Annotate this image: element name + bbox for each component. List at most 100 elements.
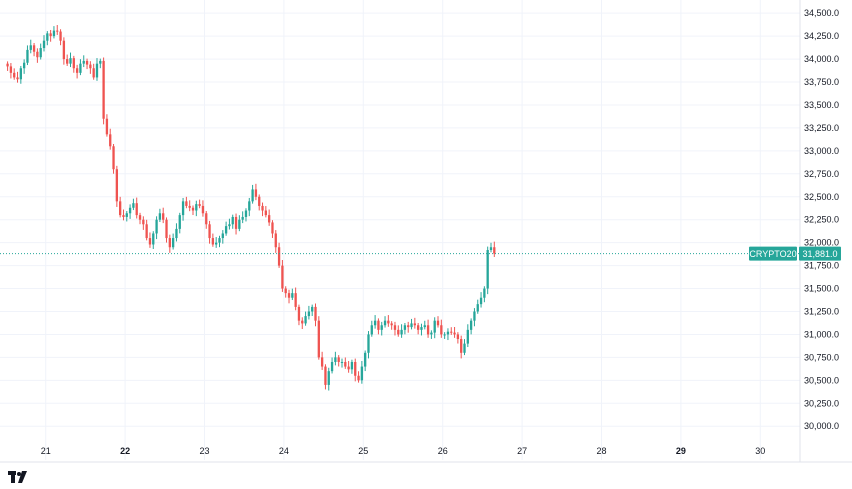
candle [39,43,42,60]
candle-body [254,189,258,197]
candle [463,339,466,356]
tradingview-logo[interactable] [8,470,30,486]
candle-body [493,247,496,254]
y-tick-label: 30,000.0 [804,421,839,431]
candle-body [135,203,138,216]
candle-body [443,334,446,336]
candle [26,45,29,66]
candle [370,320,373,337]
candle-body [383,320,387,326]
candle [112,143,115,174]
candle [446,328,450,341]
candle-body [317,320,320,358]
candle-body [148,238,152,245]
candle-body [387,320,390,324]
y-tick-label: 34,000.0 [804,54,839,64]
candle-body [13,72,16,78]
candle-body [36,51,39,58]
candle-body [483,288,486,298]
candle-body [89,64,92,69]
candle-body [26,49,29,63]
candle-body [469,320,473,330]
x-tick-label: 21 [41,446,51,456]
candle [188,200,191,212]
candle [201,200,205,217]
candle [337,355,340,367]
candle [13,68,16,80]
grid-lines [0,0,852,463]
candle [317,316,320,360]
candle-body [49,33,52,37]
candle-body [211,238,215,245]
price-axis[interactable]: 34,500.0 34,250.0 34,000.0 33,750.0 33,500.0… [804,8,839,431]
x-tick-label: 24 [279,446,289,456]
candle [49,29,52,42]
candle-body [69,58,72,64]
candle-body [119,201,122,216]
candle [85,58,89,70]
candle [297,304,301,326]
candle [165,217,168,243]
candle-body [29,45,32,50]
candle [62,37,66,65]
candle-body [430,332,433,335]
candle-body [251,189,254,202]
candle [158,208,162,222]
candle-body [410,323,413,328]
y-tick-label: 33,500.0 [804,100,839,110]
candle [397,325,400,337]
candle [46,31,49,46]
candle [393,321,397,336]
candle [469,318,473,335]
y-tick-label: 30,250.0 [804,398,839,408]
candle-body [171,238,175,248]
candle [476,299,479,314]
candle-body [327,371,330,385]
candle-body [9,66,13,73]
candle-body [373,320,377,326]
candle [291,288,294,301]
price-tags: CRYPTO20 31,881.0 [749,246,841,261]
candle-body [191,207,195,211]
y-tick-label: 32,750.0 [804,169,839,179]
candle [119,196,122,218]
y-tick-label: 30,500.0 [804,375,839,385]
candle-body [271,222,274,234]
candle-body [350,361,354,370]
candle-body [56,30,59,32]
y-tick-label: 32,500.0 [804,192,839,202]
candle-body [244,210,248,217]
x-tick-label: 28 [596,446,606,456]
x-tick-label: 29 [676,446,686,456]
candle-body [311,306,314,312]
candle [162,207,165,224]
candle [238,215,241,232]
candle [301,317,304,330]
candle [145,219,148,241]
y-tick-label: 32,250.0 [804,215,839,225]
candle-body [178,215,181,229]
candle [82,55,85,68]
y-tick-label: 33,250.0 [804,123,839,133]
candle [430,330,433,339]
candle [367,331,370,359]
candle [390,321,393,330]
candle-body [291,293,294,298]
candle-body [165,219,168,239]
candle-body [390,323,393,326]
candle-body [450,331,453,333]
candle [29,39,32,54]
candle [423,320,426,330]
candle [400,324,403,338]
candle-body [324,366,327,385]
candle [122,209,125,221]
x-tick-label: 25 [358,446,368,456]
candle-body [479,297,483,305]
candle [248,197,251,217]
candle [75,64,79,79]
time-axis[interactable]: 21 22 23 24 25 26 27 28 29 30 [41,446,766,456]
candle [198,199,201,209]
candle [175,223,178,242]
candle-body [397,329,400,335]
